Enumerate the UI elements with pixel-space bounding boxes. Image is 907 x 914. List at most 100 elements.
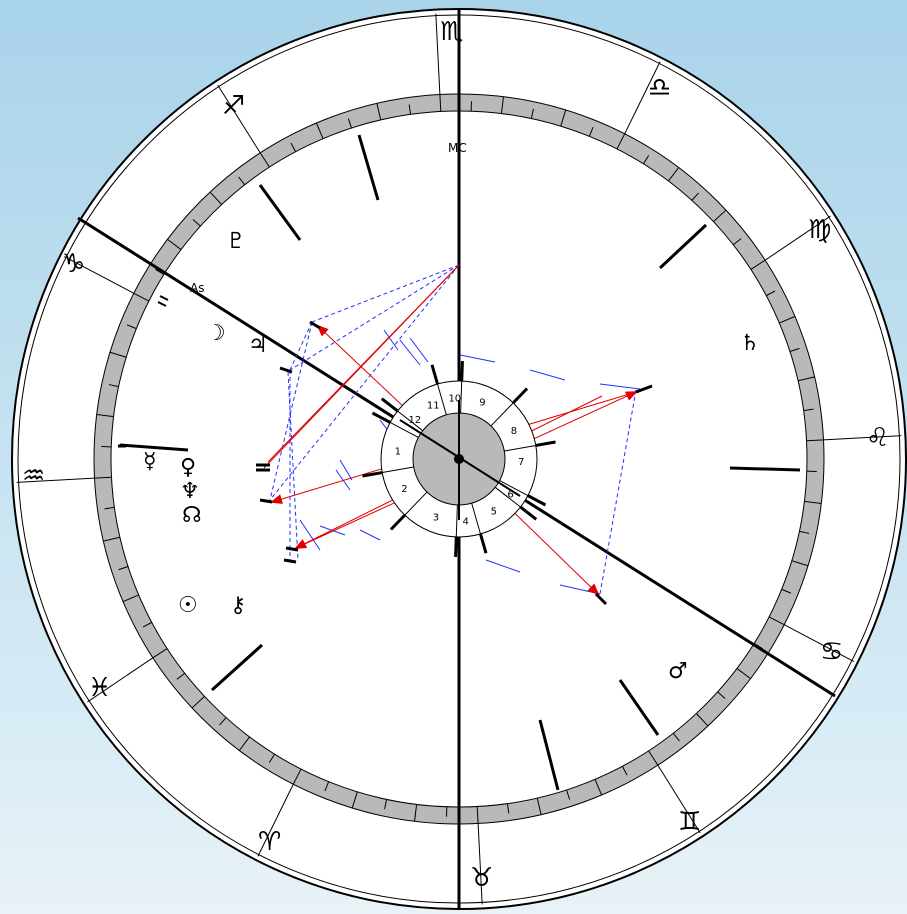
degree-tick [238, 736, 250, 751]
degree-tick [642, 155, 650, 165]
degree-tick [766, 290, 776, 297]
house-tick [430, 364, 439, 385]
mercury-glyph: ☿ [143, 449, 157, 474]
degree-tick [804, 500, 822, 504]
sagittarius-glyph: ♐ [222, 91, 245, 121]
degree-tick [96, 414, 114, 418]
degree-tick [108, 384, 119, 388]
house-divider [404, 491, 428, 516]
neptune-glyph: ♆ [180, 479, 200, 504]
moon-glyph: ☽ [206, 321, 226, 346]
degree-tick [238, 176, 246, 186]
degree-tick [691, 192, 699, 201]
degree-tick [566, 789, 571, 800]
degree-tick [750, 259, 766, 270]
capricorn-glyph: ♑ [62, 249, 85, 279]
house-divider [389, 421, 419, 438]
sign-divider [823, 435, 902, 441]
house-number-1: 1 [395, 446, 401, 457]
house-number-11: 11 [427, 400, 440, 411]
degree-ticks [94, 94, 824, 824]
degree-tick [668, 167, 680, 182]
house-divider [460, 381, 463, 414]
degree-tick [94, 476, 112, 479]
scorpio-glyph: ♏ [440, 17, 463, 47]
house-tick [362, 471, 383, 478]
degree-tick [176, 672, 186, 680]
house-divider [471, 503, 481, 535]
sign-divider [16, 477, 95, 483]
degree-tick [439, 94, 442, 112]
degree-tick [384, 799, 388, 810]
degree-tick [781, 588, 792, 594]
house-divider [455, 504, 458, 537]
degree-tick [797, 376, 815, 382]
degree-tick [560, 109, 567, 127]
degree-tick [695, 713, 709, 727]
house-tick [389, 514, 406, 531]
aspect-lines-blue [269, 264, 637, 595]
aries-glyph: ♈ [258, 827, 281, 857]
house-divider [437, 383, 447, 415]
degree-tick [152, 648, 168, 659]
house-tick [527, 494, 547, 507]
degree-tick [768, 616, 785, 626]
planet-ticks [256, 320, 653, 606]
virgo-glyph: ♍ [808, 215, 831, 245]
cancer-glyph: ♋ [820, 637, 843, 667]
house-number-10: 10 [448, 393, 461, 404]
degree-tick [779, 315, 796, 324]
degree-tick [155, 268, 165, 276]
sign-divider [477, 823, 483, 905]
degree-tick [536, 797, 542, 815]
house-number-6: 6 [507, 490, 513, 501]
degree-tick [167, 238, 182, 250]
sign-divider [764, 215, 831, 261]
degree-tick [118, 566, 129, 571]
degree-tick [506, 803, 510, 814]
degree-tick [476, 806, 479, 824]
house-tick [371, 411, 391, 424]
house-number-5: 5 [491, 506, 497, 517]
sign-divider [435, 13, 441, 95]
house-number-12: 12 [409, 415, 422, 426]
degree-tick [789, 347, 800, 352]
house-number-9: 9 [479, 398, 485, 409]
degree-tick [209, 191, 223, 205]
house-number-8: 8 [511, 426, 517, 437]
mars-glyph: ♂ [668, 659, 688, 684]
sign-divider [783, 624, 854, 662]
sign-divider [87, 657, 154, 703]
degree-tick [616, 133, 626, 150]
house-divider [499, 480, 529, 497]
house-cusp-marks [118, 134, 801, 791]
house-tick [519, 505, 538, 521]
house-divider [490, 402, 514, 427]
minor-planet-ticks [157, 295, 169, 307]
degree-tick [408, 104, 412, 115]
sign-divider [64, 256, 135, 294]
north-node-glyph: ☊ [182, 503, 202, 528]
degree-tick [621, 766, 628, 776]
degree-tick [290, 142, 297, 152]
degree-tick [259, 152, 270, 168]
degree-tick [351, 791, 358, 809]
degree-tick [142, 621, 152, 628]
degree-tick [347, 118, 352, 129]
degree-tick [672, 732, 680, 742]
jupiter-glyph: ♃ [248, 333, 268, 358]
degree-tick [376, 103, 382, 121]
sign-divider [217, 84, 261, 154]
degree-tick [315, 122, 324, 139]
house-tick [535, 440, 556, 447]
degree-tick [414, 804, 418, 822]
degree-tick [799, 530, 810, 534]
house-tick [454, 536, 458, 557]
aquarius-glyph: ♒ [22, 461, 45, 491]
house-divider [504, 444, 536, 452]
sign-glyphs: ♏ ♎ ♍ ♌ ♋ ♊ ♉ ♈ ♓ ♒ ♑ ♐ [22, 17, 889, 893]
sign-divider [257, 783, 294, 857]
degree-tick [292, 768, 302, 785]
